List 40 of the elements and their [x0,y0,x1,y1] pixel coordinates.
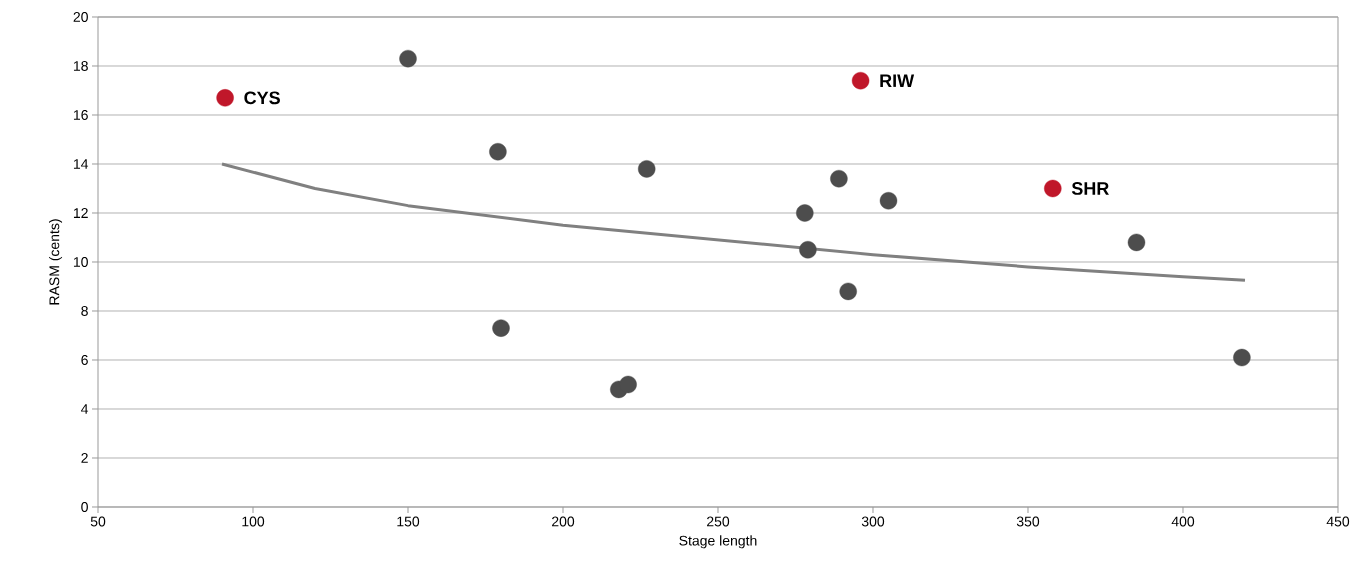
point [489,143,507,161]
y-tick-label: 2 [81,453,88,463]
y-tick-label: 12 [73,208,88,218]
point [796,204,814,222]
y-tick-label: 0 [81,502,88,512]
point [879,192,898,210]
x-tick-label: 250 [707,516,730,527]
x-tick-label: 100 [242,516,265,527]
annotation: SHR [1071,182,1109,195]
y-tick-label: 10 [73,257,88,267]
x-tick-label: 200 [552,516,575,527]
y-tick-label: 8 [81,306,88,316]
point [1044,179,1062,198]
x-tick-label: 150 [397,516,420,527]
y-tick-label: 4 [81,404,89,414]
y-tick-label: 20 [73,12,88,22]
annotation: RIW [880,74,915,87]
point [839,282,857,301]
point [619,375,637,394]
x-axis-title: Stage length [679,535,757,549]
y-axis-title: RASM (cents) [48,219,63,305]
point [638,160,656,178]
point [851,71,870,90]
x-tick-label: 450 [1326,516,1350,527]
x-tick-label: 50 [90,516,106,527]
x-tick-label: 350 [1016,516,1040,527]
point [399,49,417,68]
point [216,89,234,107]
x-tick-label: 400 [1171,516,1195,527]
y-tick-label: 6 [81,355,88,365]
point [1127,233,1146,252]
y-tick-label: 18 [73,61,88,71]
annotation: CYS [244,91,280,105]
point [830,169,848,188]
y-tick-label: 16 [73,110,88,120]
point [492,319,510,337]
point [799,241,817,259]
y-tick-label: 14 [73,159,89,169]
x-tick-label: 300 [861,516,885,527]
point [1233,348,1251,367]
